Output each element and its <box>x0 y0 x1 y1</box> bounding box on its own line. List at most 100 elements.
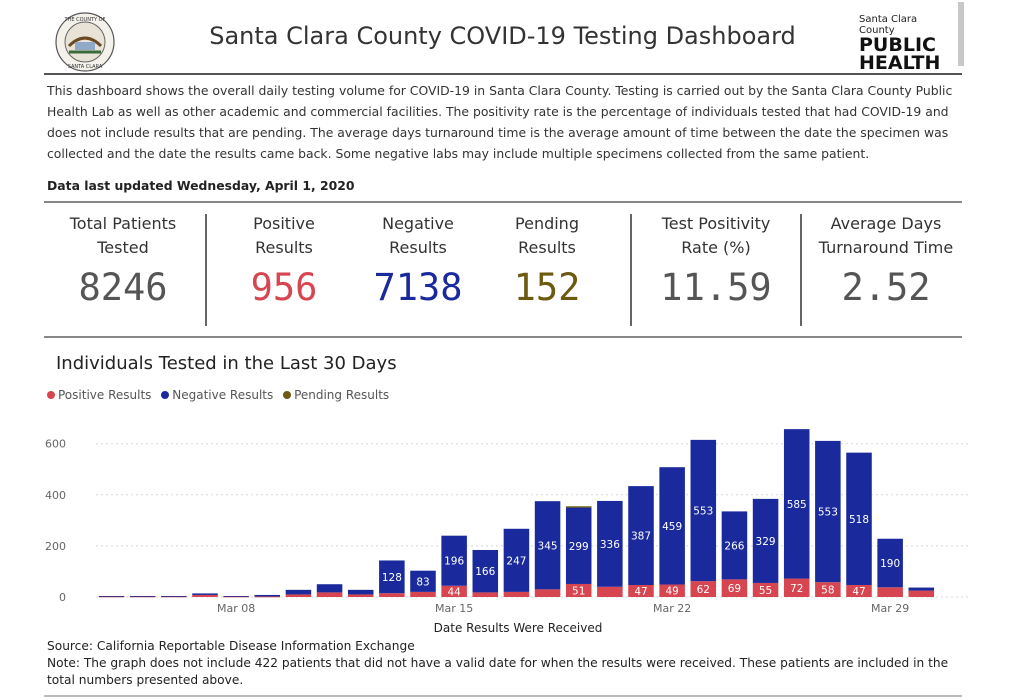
bar-segment <box>690 439 717 582</box>
bar-data-label: 166 <box>475 566 495 578</box>
bar-segment <box>815 440 841 583</box>
bar-segment <box>908 590 935 597</box>
bar-segment <box>347 589 374 595</box>
public-health-logo: Santa Clara County PUBLIC HEALTH <box>855 14 950 73</box>
kpi-label: Results <box>255 238 313 257</box>
svg-text:THE COUNTY OF: THE COUNTY OF <box>64 17 106 23</box>
bar-segment <box>347 594 374 597</box>
dashboard-description: This dashboard shows the overall daily t… <box>47 83 953 161</box>
bar-segment <box>752 582 779 597</box>
logo-county-text: Santa Clara County <box>859 14 918 36</box>
bar-segment <box>534 589 561 597</box>
bar-segment <box>223 596 249 598</box>
bar-segment <box>597 500 623 587</box>
kpi-label: Average Days <box>830 214 942 233</box>
bar-data-label: 518 <box>849 514 869 526</box>
x-axis-label: Date Results Were Received <box>434 621 603 635</box>
bar-segment <box>98 595 125 597</box>
bar-data-label: 247 <box>506 555 526 567</box>
bar-segment <box>659 467 685 585</box>
kpi-separator <box>800 214 802 326</box>
logo-health-text: HEALTH <box>859 52 941 74</box>
bar-data-label: 336 <box>600 539 620 551</box>
legend-label: Negative Results <box>172 388 274 402</box>
bar-segment <box>161 595 187 597</box>
bar-segment <box>410 591 436 597</box>
kpi-negative-results: Negative Results 7138 <box>352 212 484 312</box>
kpi-value: 11.59 <box>660 266 772 309</box>
bar-data-label: 51 <box>572 585 585 597</box>
bar-segment <box>815 582 841 597</box>
bar-data-label: 266 <box>724 540 744 552</box>
bar-segment <box>877 538 903 588</box>
bar-segment <box>161 596 187 598</box>
kpi-turnaround-time: Average Days Turnaround Time 2.52 <box>808 212 964 312</box>
y-tick-label: 400 <box>45 489 66 502</box>
bar-data-label: 62 <box>697 584 710 596</box>
x-tick-label: Mar 22 <box>653 602 691 615</box>
bar-segment <box>316 584 343 593</box>
bar-segment <box>254 594 281 597</box>
kpi-value: 956 <box>250 266 318 309</box>
chart-legend: Positive Results Negative Results Pendin… <box>47 388 395 402</box>
bar-segment <box>752 498 779 583</box>
bar-segment <box>410 570 436 592</box>
bar-data-label: 69 <box>728 583 741 595</box>
y-tick-label: 200 <box>45 540 66 553</box>
chart-title: Individuals Tested in the Last 30 Days <box>56 353 397 374</box>
bar-segment <box>223 595 249 597</box>
bar-segment <box>379 560 405 594</box>
y-tick-label: 600 <box>45 438 66 451</box>
bar-data-label: 49 <box>665 586 678 598</box>
bar-data-label: 190 <box>880 558 900 570</box>
stacked-bar-chart: 0 200 400 600 128 83 44 196 166 247 345 51 299 336 47 3… <box>45 429 968 635</box>
legend-dot <box>283 391 292 399</box>
bar-data-label: 459 <box>662 521 682 533</box>
bar-segment <box>441 535 467 586</box>
kpi-label: Total Patients <box>69 214 177 233</box>
bar-data-label: 585 <box>787 499 807 511</box>
bar-data-label: 44 <box>447 586 461 598</box>
bar-segment <box>254 596 281 598</box>
bar-data-label: 553 <box>693 506 713 518</box>
bar-segment <box>441 585 467 597</box>
bar-data-label: 83 <box>416 576 429 588</box>
bar-segment <box>503 591 530 597</box>
bar-segment <box>503 528 530 592</box>
bar-segment <box>472 592 499 597</box>
bar-segment <box>192 593 218 595</box>
bar-segment <box>628 486 654 585</box>
bar-segment <box>628 584 654 597</box>
bar-segment <box>565 583 592 597</box>
bar-data-label: 196 <box>444 556 464 568</box>
kpi-label: Negative <box>382 214 454 233</box>
bar-segment <box>98 596 125 598</box>
bar-segment <box>472 549 499 593</box>
bar-segment <box>783 429 810 579</box>
kpi-label: Tested <box>97 238 149 257</box>
x-tick-label: Mar 15 <box>435 602 473 615</box>
legend-item-pending[interactable]: Pending Results <box>283 388 389 402</box>
bar-segment <box>534 501 561 590</box>
bar-segment <box>316 592 343 597</box>
kpi-value: 7138 <box>373 266 463 309</box>
legend-item-negative[interactable]: Negative Results <box>161 388 273 402</box>
last-updated-text: Data last updated Wednesday, April 1, 20… <box>47 178 355 193</box>
bar-segment <box>565 507 592 584</box>
x-tick-label: Mar 08 <box>217 602 255 615</box>
kpi-label: Rate (%) <box>681 238 751 257</box>
kpi-label: Pending <box>515 214 579 233</box>
kpi-positive-results: Positive Results 956 <box>218 212 350 312</box>
logo-public-text: PUBLIC <box>859 34 936 56</box>
bar-segment <box>846 584 872 597</box>
legend-item-positive[interactable]: Positive Results <box>47 388 151 402</box>
bar-segment <box>192 594 218 597</box>
kpi-value: 152 <box>513 266 581 309</box>
kpi-separator <box>630 214 632 326</box>
bar-data-label: 387 <box>631 531 651 543</box>
chart-footer: Source: California Reportable Disease In… <box>47 638 977 689</box>
kpi-separator <box>205 214 207 326</box>
kpi-pending-results: Pending Results 152 <box>482 212 612 312</box>
kpi-positivity-rate: Test Positivity Rate (%) 11.59 <box>640 212 792 312</box>
bar-data-label: 128 <box>382 572 402 584</box>
